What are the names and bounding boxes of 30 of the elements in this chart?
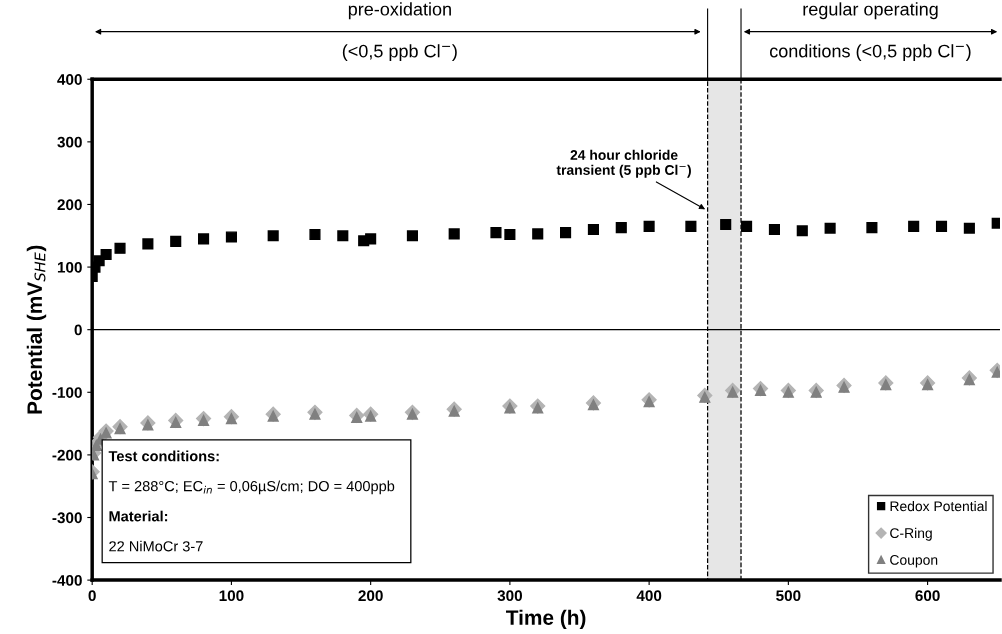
legend-label: C-Ring (890, 527, 932, 541)
x-tick-label: 200 (358, 590, 383, 602)
text: pre-oxidation (348, 2, 451, 20)
y-tick-label: -400 (52, 574, 82, 586)
annotation: Material: (109, 510, 168, 522)
y-tick-label: 100 (57, 261, 82, 273)
annotation: 22 NiMoCr 3-7 (109, 540, 203, 552)
annotation: 24 hour chloride transient (5 ppb Cl$^{−}$) (556, 149, 691, 178)
x-tick-label: 300 (497, 590, 523, 602)
y-axis-title: Potential (mV$_{SHE}$) (26, 245, 47, 414)
annotation: T = 288°C; EC$_{in}$ = 0,06µS/cm; DO = 400ppb (108, 480, 395, 495)
x-tick-label: 500 (776, 590, 801, 602)
y-tick-label: 400 (57, 74, 82, 85)
y-tick-label: -200 (52, 449, 82, 461)
annotation: Test conditions: (108, 450, 219, 462)
y-tick-label: 0 (74, 324, 82, 336)
x-tick-label: 0 (88, 590, 96, 602)
legend-label: Redox Potential (890, 500, 987, 512)
x-axis-title: Time (h) (506, 609, 586, 630)
y-tick-label: 300 (57, 136, 82, 148)
x-tick-label: 100 (219, 590, 244, 602)
text: conditions (<0,5 ppb Cl$^{−}$) (769, 44, 971, 62)
x-tick-label: 600 (915, 590, 940, 602)
y-tick-label: -100 (52, 387, 82, 398)
text: regular operating (803, 2, 938, 20)
text: (<0,5 ppb Cl$^{−}$) (342, 44, 457, 62)
x-tick-label: 400 (636, 590, 662, 602)
y-tick-label: -300 (52, 512, 82, 524)
legend-label: Coupon (890, 555, 938, 568)
y-tick-label: 200 (57, 199, 82, 211)
